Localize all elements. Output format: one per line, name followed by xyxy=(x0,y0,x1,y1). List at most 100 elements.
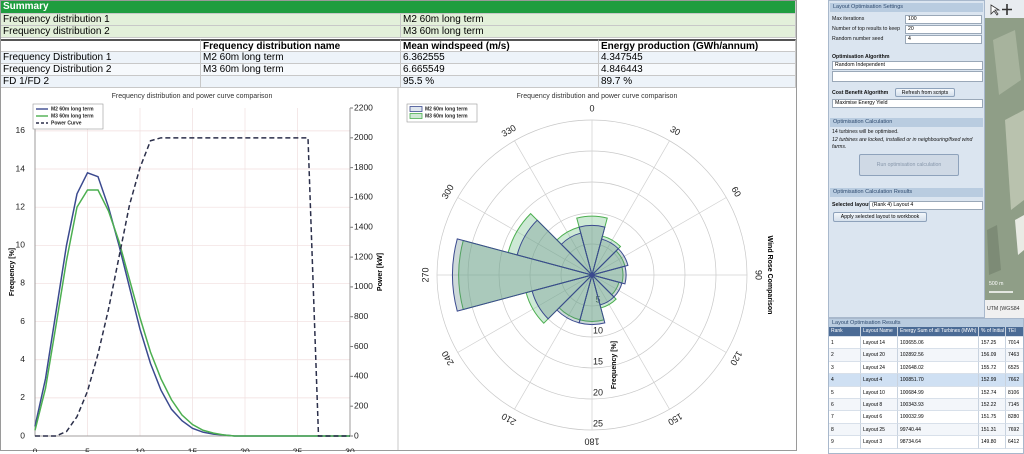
r-axis-label: Frequency [%] xyxy=(611,341,618,389)
result-cell[interactable]: Layout 4 xyxy=(861,374,898,387)
result-cell[interactable]: 7145 xyxy=(1006,399,1023,412)
result-cell[interactable]: 99740.44 xyxy=(898,423,979,437)
result-cell[interactable]: 6412 xyxy=(1006,436,1023,449)
table-cell: 4.347545 xyxy=(599,52,796,64)
result-cell[interactable]: 7463 xyxy=(1006,349,1023,362)
result-cell[interactable]: 4 xyxy=(829,374,861,387)
result-cell[interactable]: 8 xyxy=(829,423,861,437)
result-cell[interactable]: Layout 6 xyxy=(861,411,898,424)
column-header[interactable]: % of Initial xyxy=(979,327,1006,337)
rose-wedge xyxy=(576,215,608,277)
y2-tick-label: 200 xyxy=(354,400,368,410)
result-cell[interactable]: 103655.06 xyxy=(898,337,979,350)
result-cell[interactable]: 7692 xyxy=(1006,423,1023,437)
pan-icon[interactable] xyxy=(1002,4,1012,15)
spoke xyxy=(591,274,670,410)
legend-label: M2 60m long term xyxy=(425,106,468,112)
result-cell[interactable]: 2 xyxy=(829,349,861,362)
result-cell[interactable]: 155.72 xyxy=(979,361,1006,375)
field-input[interactable]: 4 xyxy=(905,35,982,44)
result-cell[interactable]: 6525 xyxy=(1006,361,1023,375)
note-text: 12 turbines are locked, installed or in … xyxy=(832,137,973,150)
result-cell[interactable]: 5 xyxy=(829,386,861,399)
refresh-button[interactable]: Refresh from scripts xyxy=(895,88,955,97)
field-input[interactable]: 20 xyxy=(905,25,982,34)
empty-field[interactable] xyxy=(832,71,983,82)
pointer-icon[interactable] xyxy=(990,4,1001,16)
y-tick-label: 12 xyxy=(16,201,26,211)
x-tick-label: 30 xyxy=(345,446,355,452)
field-input[interactable]: 100 xyxy=(905,15,982,24)
result-cell[interactable]: 6 xyxy=(829,399,861,412)
result-cell[interactable]: Layout 24 xyxy=(861,361,898,375)
y2-tick-label: 1000 xyxy=(354,281,373,291)
result-cell[interactable]: 152.74 xyxy=(979,386,1006,399)
result-cell[interactable]: 100032.99 xyxy=(898,411,979,424)
section-bar: Optimisation Calculation xyxy=(830,118,983,127)
section-heading: Cost Benefit Algorithm xyxy=(832,90,889,96)
info-text: 14 turbines will be optimised. xyxy=(832,129,899,135)
legend-swatch xyxy=(409,106,423,112)
theta-label: 180 xyxy=(584,436,599,446)
result-cell[interactable]: 100343.93 xyxy=(898,399,979,412)
result-cell[interactable]: Layout 25 xyxy=(861,423,898,437)
table-cell: 6.362555 xyxy=(401,52,599,64)
result-cell[interactable]: 152.22 xyxy=(979,399,1006,412)
header-cell: Energy production (GWh/annum) xyxy=(599,39,796,52)
r-tick-label: 10 xyxy=(593,325,603,335)
result-cell[interactable]: 149.80 xyxy=(979,436,1006,449)
result-cell[interactable]: Layout 14 xyxy=(861,337,898,350)
header-cell: Mean windspeed (m/s) xyxy=(401,39,599,52)
result-cell[interactable]: 102648.02 xyxy=(898,361,979,375)
result-cell[interactable]: 152.99 xyxy=(979,374,1006,387)
result-cell[interactable]: 7662 xyxy=(1006,374,1023,387)
axes xyxy=(34,108,351,437)
result-cell[interactable]: 151.31 xyxy=(979,423,1006,437)
result-cell[interactable]: 151.75 xyxy=(979,411,1006,424)
y2-tick-label: 0 xyxy=(354,430,359,440)
result-cell[interactable]: 8106 xyxy=(1006,386,1023,399)
result-cell[interactable]: 1 xyxy=(829,337,861,350)
y2-tick-label: 800 xyxy=(354,311,368,321)
layout-dropdown[interactable]: (Rank 4) Layout 4 xyxy=(869,201,983,210)
column-header[interactable]: TEI xyxy=(1006,327,1023,337)
theta-label: 120 xyxy=(728,349,744,367)
algorithm-dropdown[interactable]: Random Independent xyxy=(832,61,983,70)
results-panel: Layout Optimisation Results Rank Layout N… xyxy=(828,318,1024,454)
result-cell[interactable]: 3 xyxy=(829,361,861,375)
status-strip xyxy=(985,300,1024,318)
result-cell[interactable]: 9 xyxy=(829,436,861,449)
result-cell[interactable]: 100684.99 xyxy=(898,386,979,399)
run-button[interactable]: Run optimisation calculation xyxy=(859,154,959,176)
summary-value: M3 60m long term xyxy=(401,26,796,38)
result-cell[interactable]: Layout 3 xyxy=(861,436,898,449)
result-cell[interactable]: 7014 xyxy=(1006,337,1023,350)
result-cell[interactable]: 157.25 xyxy=(979,337,1006,350)
column-header[interactable]: Rank xyxy=(829,327,861,337)
panel-title: Layout Optimisation Settings xyxy=(830,3,983,12)
result-cell[interactable]: Layout 20 xyxy=(861,349,898,362)
result-cell[interactable]: Layout 8 xyxy=(861,399,898,412)
y2-tick-label: 2200 xyxy=(354,102,373,112)
summary-key: Frequency distribution 2 xyxy=(1,26,401,38)
result-cell[interactable]: 7 xyxy=(829,411,861,424)
column-header[interactable]: Layout Name xyxy=(861,327,898,337)
map-view[interactable]: 500 m UTM (WGS84 xyxy=(985,0,1024,318)
theta-label: 270 xyxy=(421,267,431,282)
rose-wedge xyxy=(578,224,606,277)
table-cell: 6.665549 xyxy=(401,64,599,76)
result-cell[interactable]: 98734.64 xyxy=(898,436,979,449)
spoke xyxy=(591,197,727,276)
result-cell[interactable]: 156.09 xyxy=(979,349,1006,362)
result-cell[interactable]: 102892.56 xyxy=(898,349,979,362)
x-tick-label: 15 xyxy=(188,446,198,452)
result-cell[interactable]: 100851.70 xyxy=(898,374,979,387)
x-tick-label: 5 xyxy=(85,446,90,452)
summary-title: Summary xyxy=(1,1,796,14)
field xyxy=(1005,110,1024,210)
result-cell[interactable]: Layout 10 xyxy=(861,386,898,399)
apply-button[interactable]: Apply selected layout to workbook xyxy=(833,212,927,222)
cost-dropdown[interactable]: Maximise Energy Yield xyxy=(832,99,983,108)
column-header[interactable]: Energy Sum of all Turbines (MWh) xyxy=(898,327,979,337)
result-cell[interactable]: 8280 xyxy=(1006,411,1023,424)
